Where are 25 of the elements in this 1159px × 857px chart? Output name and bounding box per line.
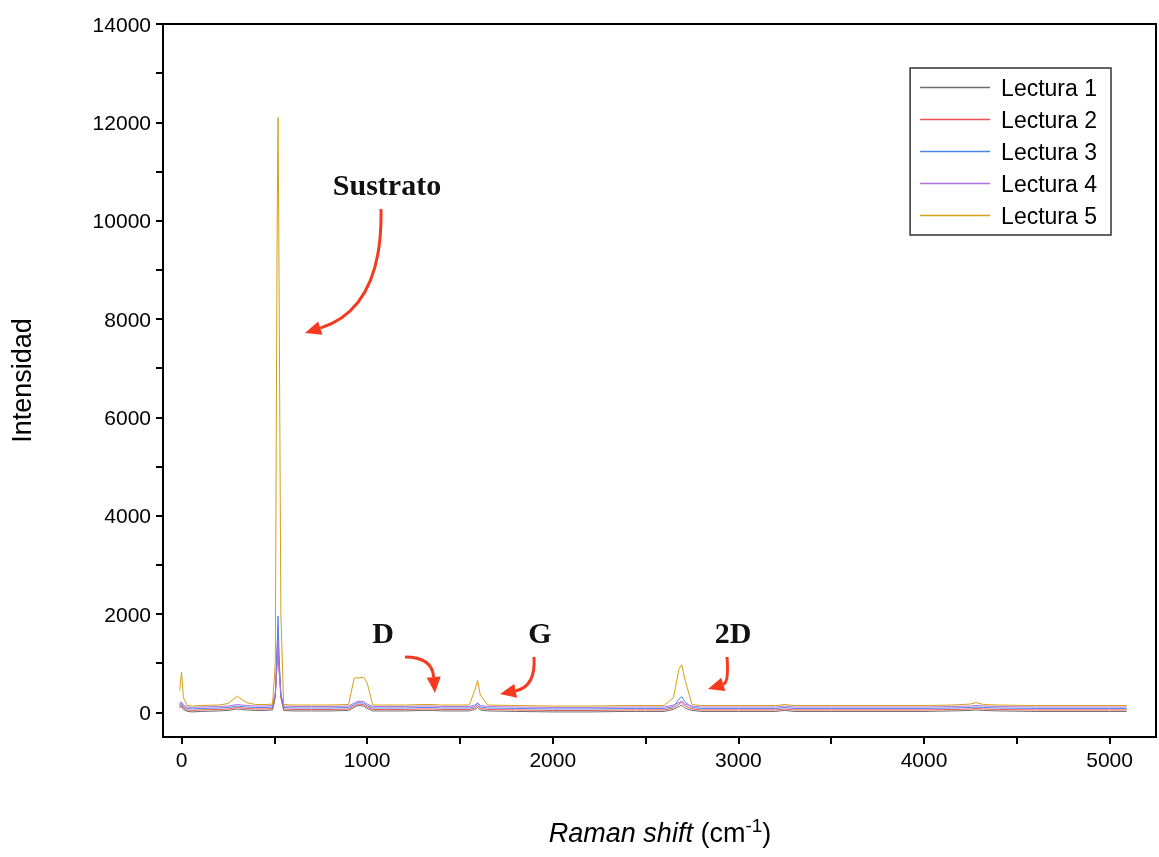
y-axis-title: Intensidad xyxy=(6,318,37,443)
y-tick-label: 12000 xyxy=(92,110,151,134)
annotation: 2D xyxy=(714,616,752,649)
y-tick-label: 14000 xyxy=(92,12,151,36)
x-tick-label: 3000 xyxy=(715,748,762,771)
y-tick-label: 0 xyxy=(139,700,151,724)
legend-label: Lectura 3 xyxy=(1001,138,1098,165)
legend-label: Lectura 4 xyxy=(1001,170,1098,197)
x-axis-title: Raman shift (cm$^{-1}$) xyxy=(548,814,772,848)
legend-label: Lectura 5 xyxy=(1001,202,1098,229)
y-tick-label: 6000 xyxy=(104,405,151,429)
annotation: G xyxy=(528,616,552,649)
x-tick-label: 2000 xyxy=(529,748,577,771)
x-tick-label: 1000 xyxy=(343,748,391,771)
x-tick-label: 5000 xyxy=(1086,748,1133,771)
y-tick-label: 8000 xyxy=(104,307,151,331)
x-tick-label: 0 xyxy=(175,748,188,771)
legend-label: Lectura 1 xyxy=(1001,74,1098,101)
annotation: D xyxy=(372,616,394,649)
x-tick-label: 4000 xyxy=(900,748,948,771)
y-tick-label: 4000 xyxy=(104,504,151,528)
legend-label: Lectura 2 xyxy=(1001,106,1098,133)
annotation: Sustrato xyxy=(332,168,442,201)
y-tick-label: 2000 xyxy=(104,602,151,626)
y-tick-label: 10000 xyxy=(92,209,151,233)
